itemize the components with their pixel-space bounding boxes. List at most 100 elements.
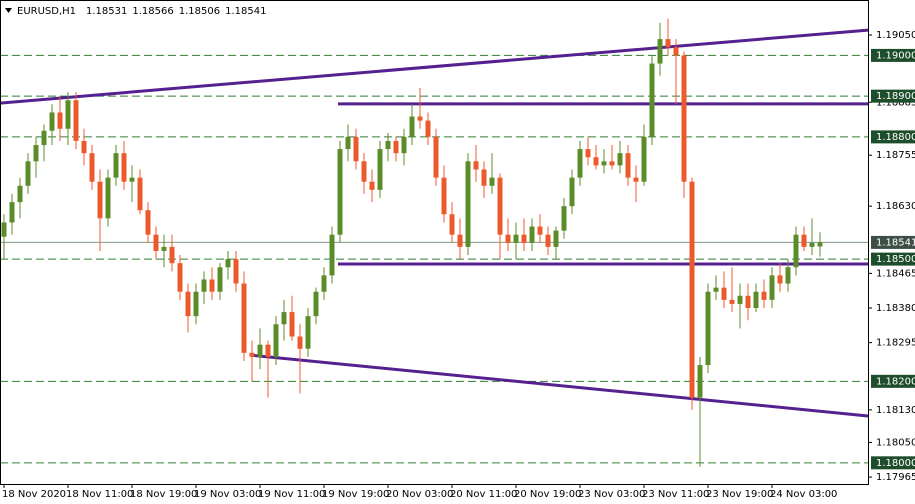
candle-body bbox=[217, 267, 223, 292]
candle-body bbox=[657, 39, 663, 64]
y-tick-label: 1.18380 bbox=[876, 303, 915, 314]
candle-body bbox=[433, 136, 439, 178]
candle-body bbox=[521, 234, 527, 243]
candle-body bbox=[801, 234, 807, 247]
candle-body bbox=[569, 177, 575, 207]
plot-frame bbox=[0, 0, 869, 485]
candle-body bbox=[417, 116, 423, 121]
candle-body bbox=[377, 149, 383, 190]
candle-body bbox=[545, 234, 551, 247]
candle-body bbox=[513, 234, 519, 243]
x-tick-label: 18 Nov 2020 bbox=[2, 489, 66, 500]
candle-body bbox=[705, 291, 711, 366]
candle-body bbox=[785, 267, 791, 284]
candle-body bbox=[73, 100, 79, 141]
menu-icon bbox=[5, 8, 12, 13]
candle-body bbox=[337, 149, 343, 235]
candle-body bbox=[537, 226, 543, 235]
candle-body bbox=[817, 242, 823, 247]
candle-body bbox=[481, 169, 487, 186]
y-tick-label: 1.19050 bbox=[876, 30, 915, 41]
candle-body bbox=[721, 287, 727, 300]
level-label-box bbox=[871, 252, 915, 266]
candle-body bbox=[169, 246, 175, 264]
candle-body bbox=[769, 275, 775, 300]
candle-body bbox=[585, 149, 591, 158]
candle-body bbox=[49, 112, 55, 131]
level-label-box bbox=[871, 456, 915, 470]
x-tick-label: 19 Nov 19:00 bbox=[322, 489, 389, 500]
y-tick-label: 1.18755 bbox=[876, 150, 915, 161]
candle-body bbox=[609, 161, 615, 166]
candle-body bbox=[121, 153, 127, 182]
level-label: 1.18500 bbox=[876, 254, 915, 265]
candle-body bbox=[25, 161, 31, 186]
candle-body bbox=[17, 185, 23, 203]
x-tick-label: 20 Nov 11:00 bbox=[450, 489, 517, 500]
candle-body bbox=[41, 130, 47, 146]
candle-body bbox=[505, 234, 511, 243]
trendline bbox=[0, 28, 869, 105]
y-tick-label: 1.17965 bbox=[876, 472, 915, 483]
level-label: 1.18200 bbox=[876, 376, 915, 387]
candle-body bbox=[665, 39, 671, 48]
candle-body bbox=[465, 161, 471, 247]
candle-body bbox=[33, 145, 39, 162]
candle-body bbox=[681, 55, 687, 182]
candle-body bbox=[145, 210, 151, 235]
x-tick-label: 24 Nov 03:00 bbox=[770, 489, 837, 500]
candle-body bbox=[353, 136, 359, 162]
candle-body bbox=[753, 291, 759, 308]
candle-body bbox=[321, 275, 327, 292]
level-label-box bbox=[871, 374, 915, 388]
header-value: 1.18541 bbox=[225, 6, 266, 17]
candle-body bbox=[65, 100, 71, 129]
candle-body bbox=[105, 177, 111, 219]
candle-body bbox=[793, 234, 799, 268]
level-label: 1.18000 bbox=[876, 458, 915, 469]
candle-body bbox=[289, 312, 295, 337]
candle-body bbox=[305, 316, 311, 349]
candle-body bbox=[345, 136, 351, 150]
candle-body bbox=[361, 161, 367, 182]
plot-area bbox=[0, 18, 869, 467]
candle-body bbox=[689, 181, 695, 398]
candle-body bbox=[633, 177, 639, 182]
candle-body bbox=[81, 140, 87, 154]
y-tick-label: 1.18295 bbox=[876, 338, 915, 349]
candle-body bbox=[745, 295, 751, 308]
candle-body bbox=[153, 234, 159, 251]
candle-body bbox=[457, 234, 463, 247]
candle-body bbox=[257, 344, 263, 357]
candle-body bbox=[233, 259, 239, 284]
candle-body bbox=[1, 222, 7, 237]
level-label-box bbox=[871, 48, 915, 62]
candle-body bbox=[673, 47, 679, 56]
candle-body bbox=[393, 140, 399, 154]
candle-body bbox=[441, 177, 447, 215]
x-tick-label: 23 Nov 11:00 bbox=[642, 489, 709, 500]
x-tick-label: 23 Nov 03:00 bbox=[578, 489, 645, 500]
candle-body bbox=[265, 344, 271, 357]
candle-body bbox=[185, 291, 191, 317]
x-tick-label: 18 Nov 19:00 bbox=[130, 489, 197, 500]
candle-body bbox=[649, 63, 655, 137]
candle-body bbox=[273, 324, 279, 357]
level-label-box bbox=[871, 130, 915, 144]
candle-body bbox=[89, 153, 95, 182]
x-tick-label: 19 Nov 11:00 bbox=[258, 489, 325, 500]
candle-body bbox=[57, 112, 63, 129]
current-price-label: 1.18541 bbox=[876, 237, 915, 248]
candle-body bbox=[697, 365, 703, 398]
x-tick-label: 20 Nov 19:00 bbox=[514, 489, 581, 500]
level-label: 1.18800 bbox=[876, 132, 915, 143]
y-tick-label: 1.18630 bbox=[876, 201, 915, 212]
candle-body bbox=[177, 263, 183, 292]
candle-body bbox=[385, 140, 391, 150]
x-tick-label: 20 Nov 03:00 bbox=[386, 489, 453, 500]
candle-body bbox=[489, 177, 495, 186]
candle-body bbox=[161, 246, 167, 251]
candle-body bbox=[529, 226, 535, 243]
